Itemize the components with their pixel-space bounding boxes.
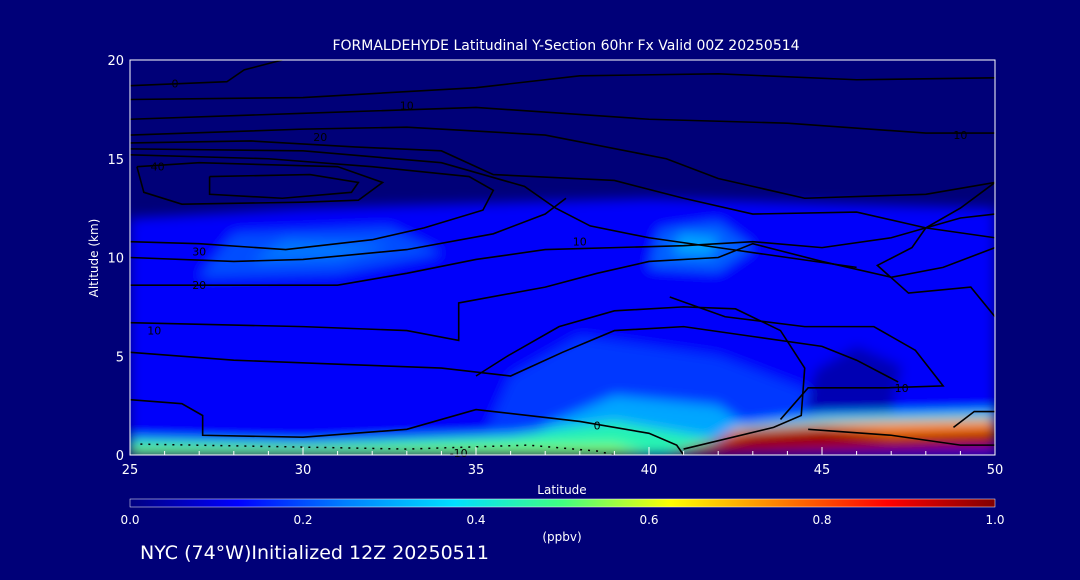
colorbar-unit-label: (ppbv) (542, 530, 581, 544)
contour-line (130, 106, 995, 134)
colorbar-tick-label: 1.0 (985, 513, 1004, 527)
contour-line (130, 60, 283, 87)
contour-line (130, 197, 567, 263)
y-tick-label: 10 (107, 252, 124, 267)
contour-line (130, 140, 995, 239)
x-tick-label: 25 (122, 463, 139, 478)
x-tick-label: 40 (641, 463, 658, 478)
y-tick-label: 5 (116, 350, 124, 365)
colorbar-ticks: 0.0 0.2 0.4 0.6 0.8 1.0 (120, 513, 1004, 527)
fill-region (666, 427, 995, 455)
contour-label: 0 (171, 78, 178, 91)
contour-line (130, 398, 685, 455)
x-axis-label: Latitude (537, 483, 586, 497)
contour-line (130, 154, 495, 251)
plot-frame (129, 59, 996, 456)
colorbar-tick-label: 0.2 (293, 513, 312, 527)
contour-label: 40 (151, 161, 165, 174)
colorbar-tick-label: 0.4 (466, 513, 485, 527)
contour-line (130, 73, 995, 101)
x-tick-label: 45 (814, 463, 831, 478)
location-init-label: NYC (74°W)Initialized 12Z 20250511 (140, 542, 489, 564)
axes: 25 30 35 40 45 50 0 5 10 15 20 (107, 54, 1003, 478)
contour-label: 20 (192, 279, 206, 292)
colorbar-tick-label: 0.8 (812, 513, 831, 527)
contour-line (208, 173, 360, 200)
fill-region (130, 445, 649, 455)
contour-line (808, 428, 995, 446)
fill-region (804, 346, 902, 412)
contour-line (130, 126, 995, 200)
contour-line (669, 296, 945, 420)
colorbar-tick-label: 0.6 (639, 513, 658, 527)
contour-lines (130, 60, 995, 455)
contour-line (136, 161, 385, 205)
chart-title: FORMALDEHYDE Latitudinal Y-Section 60hr … (332, 38, 799, 54)
contour-line (130, 213, 995, 286)
contour-label: 10 (400, 99, 414, 112)
x-tick-label: 35 (468, 463, 485, 478)
contour-labels: 0 10 10 20 40 30 20 10 10 0 10 -10 (147, 78, 967, 460)
fill-region (251, 239, 390, 262)
colorbar (129, 498, 996, 508)
contour-line (130, 148, 857, 269)
y-tick-label: 0 (116, 449, 124, 464)
y-tick-label: 15 (107, 153, 124, 168)
contour-label: -10 (450, 447, 468, 460)
x-tick-label: 50 (987, 463, 1004, 478)
concentration-fill (130, 198, 995, 455)
contour-label: 0 (594, 419, 601, 432)
y-tick-label: 20 (107, 54, 124, 69)
contour-label: 10 (147, 325, 161, 338)
contour-line (130, 242, 995, 342)
y-axis-label: Altitude (km) (87, 219, 101, 298)
contour-label: 20 (313, 131, 327, 144)
contour-label: 10 (953, 129, 967, 142)
contour-label: 30 (192, 246, 206, 259)
contour-line (952, 410, 995, 428)
x-tick-label: 30 (295, 463, 312, 478)
contour-line (130, 325, 899, 383)
contour-label: 10 (573, 236, 587, 249)
colorbar-tick-label: 0.0 (120, 513, 139, 527)
contour-line (475, 306, 806, 450)
contour-label: 10 (895, 382, 909, 395)
contour-line (875, 181, 995, 318)
